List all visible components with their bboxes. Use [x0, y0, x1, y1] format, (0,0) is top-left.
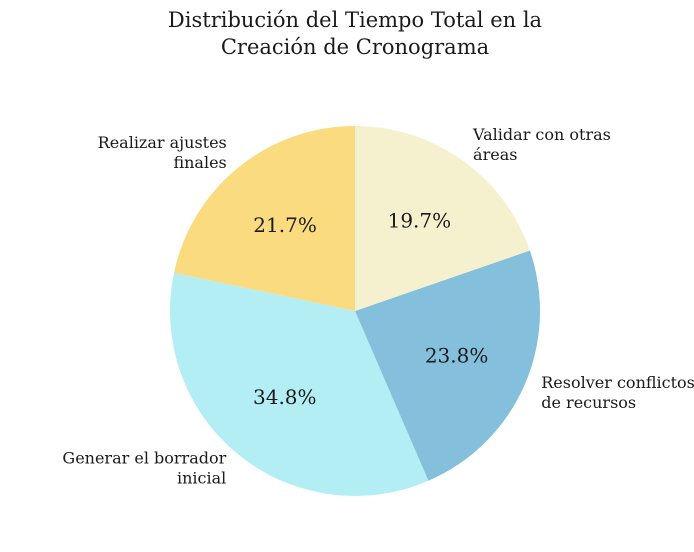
slice-category-label-line: Generar el borrador	[62, 449, 226, 468]
slice-percent-label: 23.8%	[425, 344, 489, 368]
slice-percent-label: 34.8%	[253, 385, 317, 409]
slice-category-label-line: finales	[173, 153, 226, 172]
pie-labels: 21.7% Realizar ajustes finales 34.8% Generar…	[62, 125, 694, 487]
slice-category-label-line: Realizar ajustes	[98, 133, 227, 152]
slice-percent-label: 19.7%	[388, 209, 452, 233]
pie-slice	[170, 272, 429, 496]
pie-slice	[173, 126, 355, 311]
slice-category-label: Resolver conflictos de recursos	[541, 373, 694, 412]
chart-title-line-2: Creación de Cronograma	[221, 35, 489, 59]
slice-category-label-line: Resolver conflictos	[541, 373, 694, 392]
chart-title-line-1: Distribución del Tiempo Total en la	[168, 8, 542, 32]
slice-percent-label: 21.7%	[253, 213, 317, 237]
slice-category-label: Realizar ajustes finales	[98, 133, 227, 172]
pie-slices	[170, 125, 540, 496]
slice-category-label: Generar el borrador inicial	[62, 449, 226, 488]
slice-category-label-line: inicial	[177, 469, 226, 488]
slice-category-label: Validar con otras áreas	[472, 125, 611, 164]
pie-slice	[355, 125, 530, 312]
slice-category-label-line: de recursos	[541, 393, 636, 412]
slice-category-label-line: Validar con otras	[472, 125, 611, 144]
pie-slice	[355, 250, 540, 481]
slice-category-label-line: áreas	[473, 145, 517, 164]
